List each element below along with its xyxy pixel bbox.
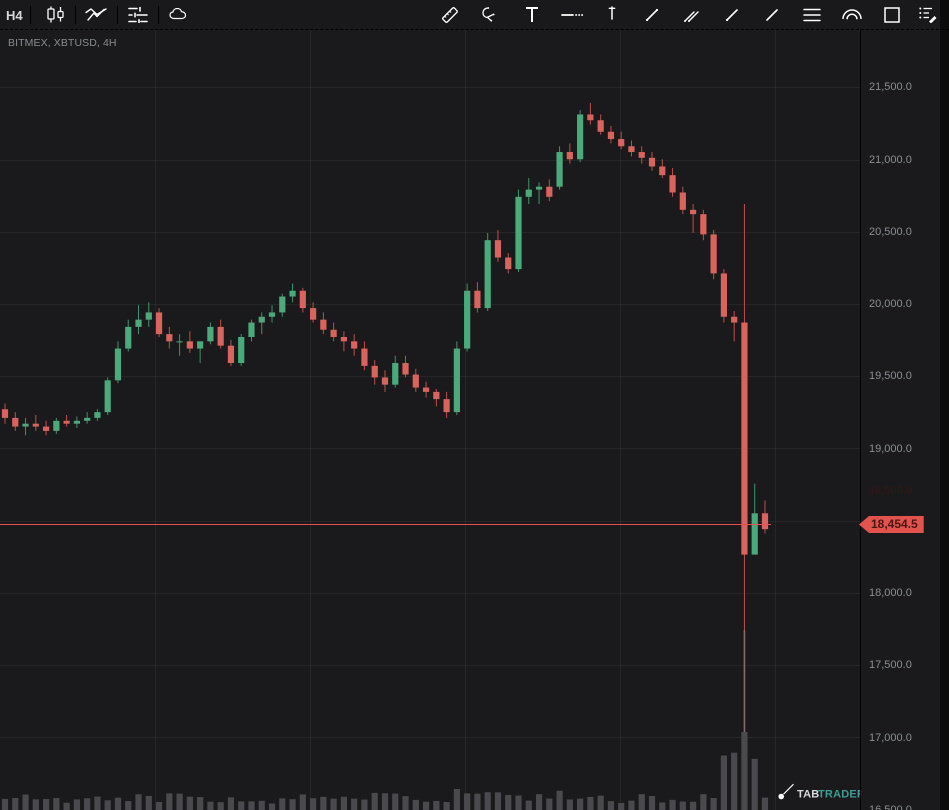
svg-text:TAB: TAB <box>797 789 819 801</box>
svg-text:TRADER: TRADER <box>818 789 860 801</box>
